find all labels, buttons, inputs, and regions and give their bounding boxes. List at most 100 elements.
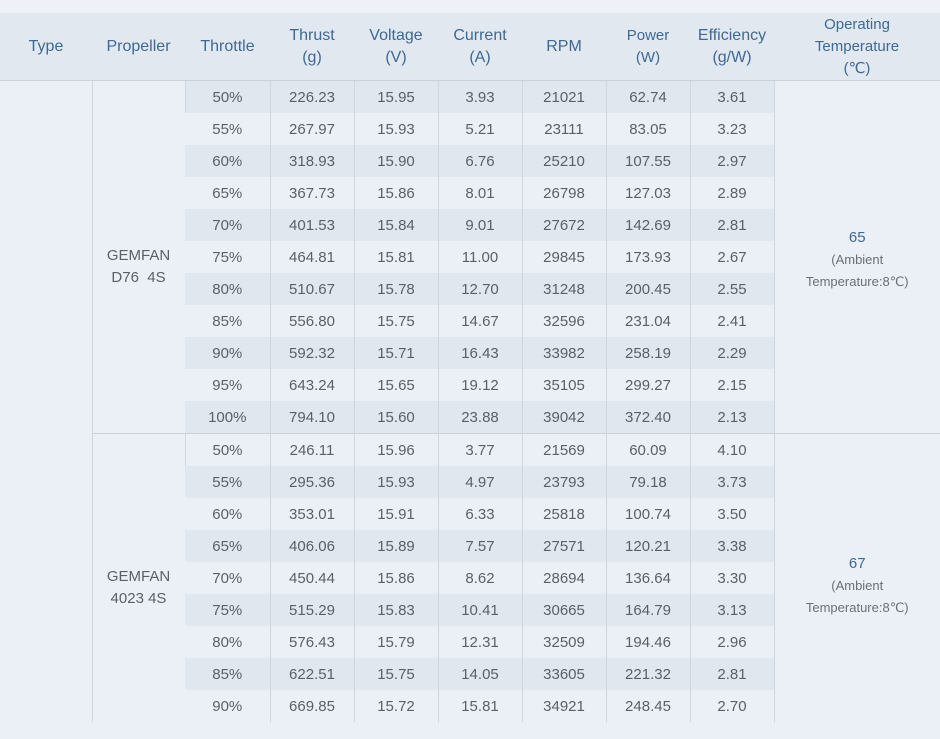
- throttle-cell: 95%: [185, 369, 270, 401]
- header-current-label: Current: [453, 26, 507, 44]
- current-cell: 3.77: [437, 433, 522, 466]
- efficiency-cell: 3.50: [689, 498, 774, 530]
- current-cell: 4.97: [437, 466, 522, 498]
- power-cell: 221.32: [605, 658, 690, 690]
- thrust-cell: 367.73: [269, 177, 354, 209]
- current-cell: 6.33: [437, 498, 522, 530]
- throttle-cell: 80%: [185, 273, 270, 305]
- header-operating-temperature: Operating Temperature (℃): [774, 13, 940, 81]
- header-propeller: Propeller: [92, 13, 185, 81]
- efficiency-cell: 3.73: [689, 466, 774, 498]
- header-voltage: Voltage (V): [354, 13, 438, 81]
- ambient-note-line1: (Ambient: [831, 578, 884, 593]
- current-cell: 16.43: [437, 337, 522, 369]
- rpm-cell: 29845: [521, 241, 606, 273]
- power-cell: 60.09: [605, 433, 690, 466]
- power-cell: 83.05: [605, 113, 690, 145]
- throttle-cell: 55%: [185, 113, 270, 145]
- operating-temperature-cell: 67 (Ambient Temperature:8℃): [773, 433, 940, 722]
- throttle-cell: 60%: [185, 498, 270, 530]
- rpm-cell: 23793: [521, 466, 606, 498]
- table-row: 85% 556.80 15.75 14.67 32596 231.04 2.41: [0, 305, 940, 337]
- voltage-cell: 15.81: [353, 241, 438, 273]
- voltage-cell: 15.72: [353, 690, 438, 722]
- current-cell: 5.21: [437, 113, 522, 145]
- table-row: 85% 622.51 15.75 14.05 33605 221.32 2.81: [0, 658, 940, 690]
- voltage-cell: 15.91: [353, 498, 438, 530]
- voltage-cell: 15.65: [353, 369, 438, 401]
- voltage-cell: 15.93: [353, 113, 438, 145]
- voltage-cell: 15.78: [353, 273, 438, 305]
- voltage-cell: 15.75: [353, 305, 438, 337]
- voltage-cell: 15.93: [353, 466, 438, 498]
- current-cell: 14.05: [437, 658, 522, 690]
- motor-test-data-table: Type Propeller Throttle Thrust (g) Volta…: [0, 13, 940, 722]
- voltage-cell: 15.90: [353, 145, 438, 177]
- header-voltage-unit: (V): [385, 48, 407, 66]
- header-power-unit: (W): [635, 48, 661, 66]
- power-cell: 127.03: [605, 177, 690, 209]
- header-efficiency: Efficiency (g/W): [690, 13, 774, 81]
- table-row: 70% 450.44 15.86 8.62 28694 136.64 3.30: [0, 562, 940, 594]
- current-cell: 8.01: [437, 177, 522, 209]
- current-cell: 15.81: [437, 690, 522, 722]
- rpm-cell: 27571: [521, 530, 606, 562]
- propeller-name-line2: D76 4S: [111, 269, 166, 286]
- thrust-cell: 592.32: [269, 337, 354, 369]
- table-row: 75% 464.81 15.81 11.00 29845 173.93 2.67: [0, 241, 940, 273]
- power-cell: 258.19: [605, 337, 690, 369]
- thrust-cell: 576.43: [269, 626, 354, 658]
- power-cell: 62.74: [605, 80, 690, 113]
- table-row: 55% 295.36 15.93 4.97 23793 79.18 3.73: [0, 466, 940, 498]
- voltage-cell: 15.84: [353, 209, 438, 241]
- voltage-cell: 15.95: [353, 80, 438, 113]
- thrust-cell: 515.29: [269, 594, 354, 626]
- throttle-cell: 85%: [185, 658, 270, 690]
- throttle-cell: 75%: [185, 241, 270, 273]
- rpm-cell: 30665: [521, 594, 606, 626]
- power-cell: 107.55: [605, 145, 690, 177]
- thrust-cell: 464.81: [269, 241, 354, 273]
- table-row: 80% 510.67 15.78 12.70 31248 200.45 2.55: [0, 273, 940, 305]
- thrust-cell: 318.93: [269, 145, 354, 177]
- power-cell: 248.45: [605, 690, 690, 722]
- voltage-cell: 15.79: [353, 626, 438, 658]
- header-temperature-line1: Operating: [824, 15, 890, 33]
- throttle-cell: 55%: [185, 466, 270, 498]
- header-efficiency-label: Efficiency: [697, 26, 767, 44]
- header-temperature-line2: Temperature: [814, 37, 900, 55]
- power-cell: 142.69: [605, 209, 690, 241]
- table-row: GEMFAN 4023 4S 50% 246.11 15.96 3.77 21569 60.0…: [0, 433, 940, 722]
- efficiency-cell: 2.15: [689, 369, 774, 401]
- header-power: Power (W): [606, 13, 690, 81]
- table-row: 75% 515.29 15.83 10.41 30665 164.79 3.13: [0, 594, 940, 626]
- header-thrust-unit: (g): [302, 48, 322, 66]
- thrust-cell: 510.67: [269, 273, 354, 305]
- rpm-cell: 25818: [521, 498, 606, 530]
- efficiency-cell: 2.81: [689, 209, 774, 241]
- efficiency-cell: 2.67: [689, 241, 774, 273]
- propeller-name-line1: GEMFAN: [106, 247, 171, 264]
- current-cell: 23.88: [437, 401, 522, 434]
- header-voltage-label: Voltage: [369, 26, 423, 44]
- ambient-note-line2: Temperature:8℃): [805, 274, 909, 289]
- ambient-note-line1: (Ambient: [831, 252, 884, 267]
- current-cell: 19.12: [437, 369, 522, 401]
- header-throttle: Throttle: [185, 13, 270, 81]
- efficiency-cell: 4.10: [689, 433, 774, 466]
- throttle-cell: 85%: [185, 305, 270, 337]
- efficiency-cell: 2.55: [689, 273, 774, 305]
- power-cell: 194.46: [605, 626, 690, 658]
- power-cell: 372.40: [605, 401, 690, 434]
- efficiency-cell: 2.13: [689, 401, 774, 434]
- efficiency-cell: 3.38: [689, 530, 774, 562]
- header-temperature-unit: (℃): [843, 59, 871, 77]
- page-top-strip: [0, 0, 940, 13]
- power-cell: 200.45: [605, 273, 690, 305]
- current-cell: 7.57: [437, 530, 522, 562]
- header-type: Type: [0, 13, 92, 81]
- current-cell: 10.41: [437, 594, 522, 626]
- temperature-value: 67: [848, 555, 866, 572]
- current-cell: 8.62: [437, 562, 522, 594]
- thrust-cell: 622.51: [269, 658, 354, 690]
